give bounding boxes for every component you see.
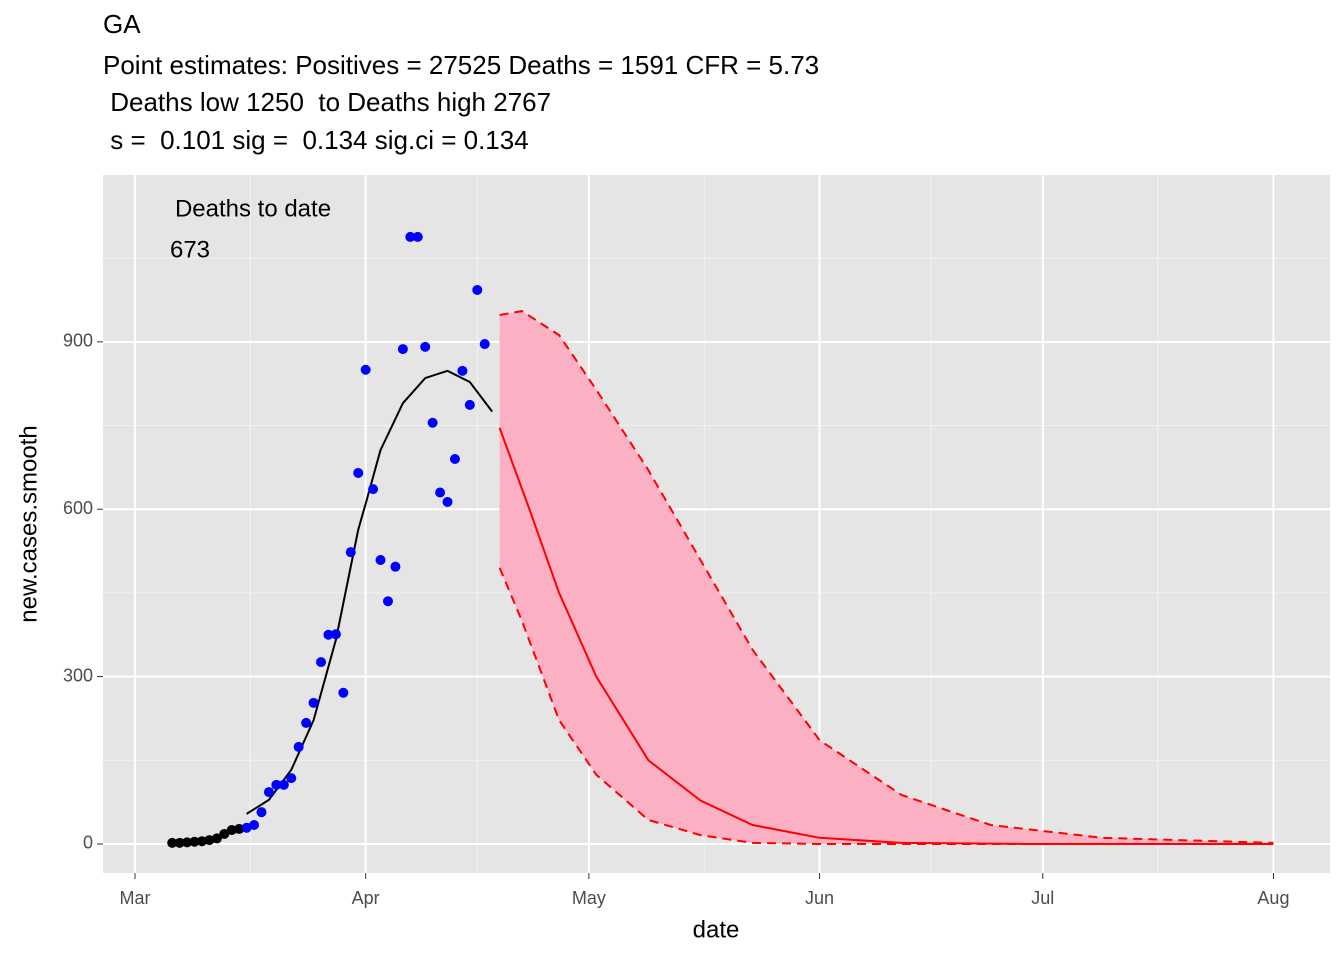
point xyxy=(256,807,267,818)
x-tick-label: May xyxy=(572,888,606,908)
point xyxy=(316,657,327,668)
point xyxy=(405,231,416,242)
y-axis-title: new.cases.smooth xyxy=(15,425,42,622)
point xyxy=(293,741,304,752)
point xyxy=(189,836,200,847)
point xyxy=(308,697,319,708)
chart-subtitle: Deaths low 1250 to Deaths high 2767 xyxy=(103,87,551,117)
line xyxy=(246,369,493,815)
x-axis-title: date xyxy=(693,916,740,943)
point xyxy=(219,828,230,839)
chart-title: GA xyxy=(103,9,141,39)
y-tick-label: 0 xyxy=(83,833,93,853)
chart-subtitle: s = 0.101 sig = 0.134 sig.ci = 0.134 xyxy=(103,125,529,155)
point xyxy=(360,364,371,375)
point xyxy=(382,596,393,607)
point xyxy=(449,453,460,464)
point xyxy=(323,629,334,640)
point xyxy=(457,365,468,376)
point xyxy=(368,484,379,495)
annotation: 673 xyxy=(170,236,210,263)
point xyxy=(397,344,408,355)
point xyxy=(479,339,490,350)
y-tick-label: 900 xyxy=(63,331,93,351)
marks xyxy=(167,231,1274,848)
point xyxy=(226,825,237,836)
x-tick-label: Jul xyxy=(1031,888,1054,908)
x-tick-label: Jun xyxy=(805,888,834,908)
point xyxy=(330,629,341,640)
confidence-band xyxy=(499,311,1274,845)
point xyxy=(301,717,312,728)
point xyxy=(286,773,297,784)
point xyxy=(278,779,289,790)
point xyxy=(353,467,364,478)
annotation: Deaths to date xyxy=(175,195,331,222)
point xyxy=(464,399,475,410)
point xyxy=(427,417,438,428)
y-tick-label: 300 xyxy=(63,665,93,685)
point xyxy=(271,779,282,790)
point xyxy=(412,231,423,242)
point xyxy=(204,835,215,846)
point xyxy=(375,554,386,565)
point xyxy=(249,820,260,831)
point xyxy=(182,837,193,848)
point xyxy=(472,284,483,295)
point xyxy=(167,837,178,848)
point xyxy=(234,823,245,834)
x-tick-label: Mar xyxy=(119,888,150,908)
point xyxy=(338,687,349,698)
point xyxy=(263,787,274,798)
point xyxy=(442,496,453,507)
x-tick-label: Apr xyxy=(352,888,380,908)
x-tick-label: Aug xyxy=(1257,888,1289,908)
point xyxy=(196,836,207,847)
point xyxy=(345,547,356,558)
y-tick-label: 600 xyxy=(63,498,93,518)
line xyxy=(498,427,1274,845)
point xyxy=(390,561,401,572)
chart-subtitle: Point estimates: Positives = 27525 Death… xyxy=(103,50,819,80)
point xyxy=(420,341,431,352)
point xyxy=(435,487,446,498)
point xyxy=(211,833,222,844)
point xyxy=(174,837,185,848)
